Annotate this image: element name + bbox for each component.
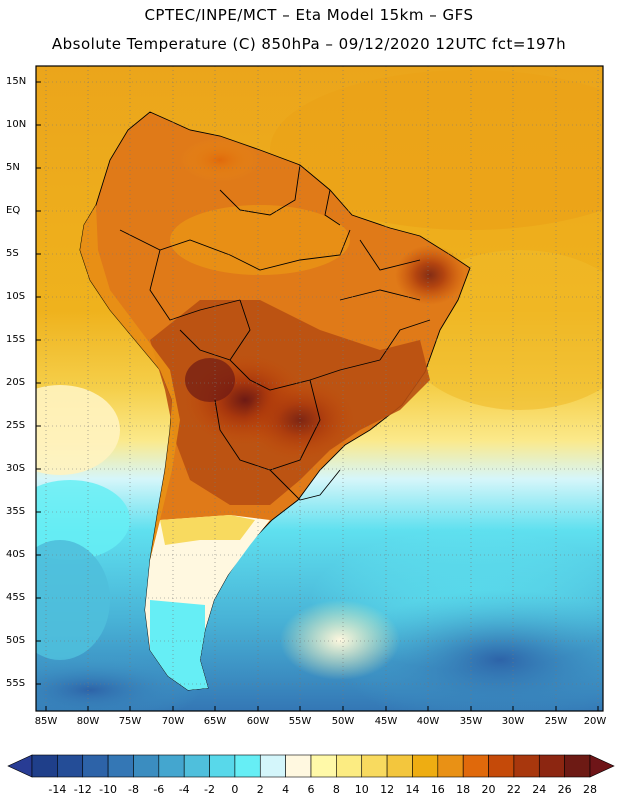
lat-label: 10S [6,291,26,302]
lat-label: 55S [6,678,26,689]
colorbar-swatch [564,754,591,778]
colorbar-over-triangle [589,754,615,778]
lon-label: 70W [161,716,185,727]
colorbar-tick-label: 0 [231,783,239,796]
colorbar-tick-label: 10 [354,783,369,796]
lat-label: 40S [6,549,26,560]
colorbar-tick-label: 12 [380,783,395,796]
colorbar-tick-label: 22 [506,783,521,796]
lon-label: 25W [544,716,568,727]
colorbar-tick-label: 6 [307,783,315,796]
lon-label: 80W [76,716,100,727]
colorbar-swatch [538,754,565,778]
colorbar-swatch [386,754,413,778]
colorbar-tick-label: 4 [282,783,290,796]
colorbar-swatch [209,754,236,778]
colorbar-tick-label: -12 [73,783,92,796]
map-frame [35,65,604,712]
lon-label: 35W [459,716,483,727]
lat-label: 20S [6,377,26,388]
lon-label: 65W [203,716,227,727]
colorbar-swatch [285,754,312,778]
colorbar-tick-label: 26 [557,783,572,796]
colorbar-swatch [336,754,363,778]
colorbar-swatch [57,754,84,778]
lon-label: 60W [246,716,270,727]
colorbar-swatch [133,754,160,778]
lon-label: 75W [118,716,142,727]
colorbar-tick-label: -4 [178,783,190,796]
lon-label: 55W [288,716,312,727]
colorbar-swatch [513,754,540,778]
lat-label: 10N [6,119,27,130]
colorbar-swatch [158,754,185,778]
colorbar-tick-label: 8 [332,783,340,796]
lat-label: 45S [6,592,26,603]
lat-label: 5S [6,248,19,259]
lat-label: 35S [6,506,26,517]
colorbar-swatch [488,754,515,778]
colorbar-tick-label: -14 [48,783,67,796]
colorbar-swatch [462,754,489,778]
colorbar-swatch [259,754,286,778]
graticule [36,66,603,711]
lat-label: 50S [6,635,26,646]
colorbar-tick-label: 2 [256,783,264,796]
colorbar-swatch [82,754,109,778]
lat-label: 30S [6,463,26,474]
lat-label: 25S [6,420,26,431]
colorbar-tick-label: -8 [127,783,139,796]
colorbar-swatch [412,754,439,778]
colorbar [7,754,615,778]
colorbar-swatch [183,754,210,778]
lon-label: 40W [416,716,440,727]
lon-label: 50W [331,716,355,727]
colorbar-swatch [437,754,464,778]
title-line-1: CPTEC/INPE/MCT – Eta Model 15km – GFS [144,6,474,24]
colorbar-swatch [361,754,388,778]
colorbar-tick-label: 20 [481,783,496,796]
country-borders [119,164,431,501]
axis-ticks [36,81,599,711]
lon-label: 45W [374,716,398,727]
colorbar-tick-label: -2 [204,783,216,796]
colorbar-under-triangle [7,754,33,778]
colorbar-tick-label: 24 [532,783,547,796]
colorbar-tick-label: 18 [456,783,471,796]
colorbar-swatch [107,754,134,778]
temperature-field [36,66,603,711]
colorbar-swatch [310,754,337,778]
lon-label: 20W [583,716,607,727]
lat-label: EQ [6,205,21,216]
colorbar-swatch [31,754,58,778]
lon-label: 30W [501,716,525,727]
colorbar-tick-label: 28 [583,783,597,796]
colorbar-tick-label: -6 [153,783,165,796]
colorbar-tick-label: 16 [430,783,445,796]
lon-label: 85W [34,716,58,727]
lat-label: 5N [6,162,20,173]
colorbar-tick-label: -10 [99,783,118,796]
lat-label: 15N [6,76,27,87]
lat-label: 15S [6,334,26,345]
colorbar-tick-label: 14 [405,783,420,796]
title-line-2: Absolute Temperature (C) 850hPa – 09/12/… [51,35,567,53]
colorbar-swatch [234,754,261,778]
